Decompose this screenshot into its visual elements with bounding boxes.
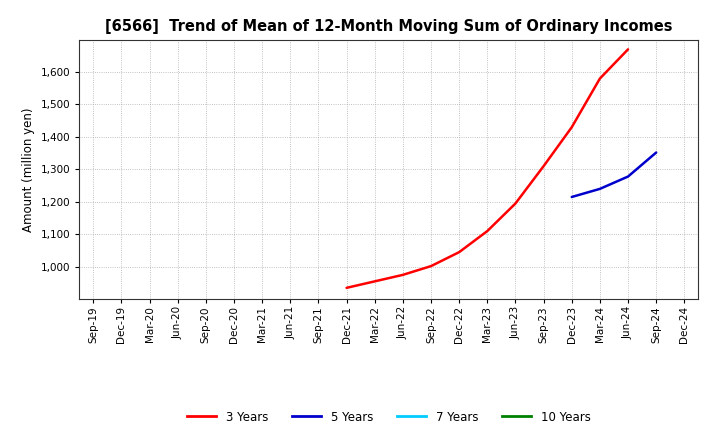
Line: 5 Years: 5 Years bbox=[572, 153, 656, 197]
3 Years bbox=[342, 285, 351, 290]
Y-axis label: Amount (million yen): Amount (million yen) bbox=[22, 107, 35, 231]
3 Years bbox=[539, 164, 548, 169]
3 Years bbox=[399, 272, 408, 278]
3 Years bbox=[595, 76, 604, 81]
3 Years bbox=[455, 249, 464, 255]
5 Years bbox=[567, 194, 576, 200]
5 Years bbox=[652, 150, 660, 155]
Legend: 3 Years, 5 Years, 7 Years, 10 Years: 3 Years, 5 Years, 7 Years, 10 Years bbox=[182, 406, 595, 428]
3 Years bbox=[483, 228, 492, 234]
3 Years bbox=[567, 125, 576, 130]
3 Years bbox=[427, 264, 436, 269]
5 Years bbox=[595, 186, 604, 191]
3 Years bbox=[624, 47, 632, 52]
3 Years bbox=[511, 201, 520, 206]
5 Years bbox=[624, 174, 632, 179]
3 Years bbox=[370, 279, 379, 284]
Line: 3 Years: 3 Years bbox=[346, 49, 628, 288]
Title: [6566]  Trend of Mean of 12-Month Moving Sum of Ordinary Incomes: [6566] Trend of Mean of 12-Month Moving … bbox=[105, 19, 672, 34]
